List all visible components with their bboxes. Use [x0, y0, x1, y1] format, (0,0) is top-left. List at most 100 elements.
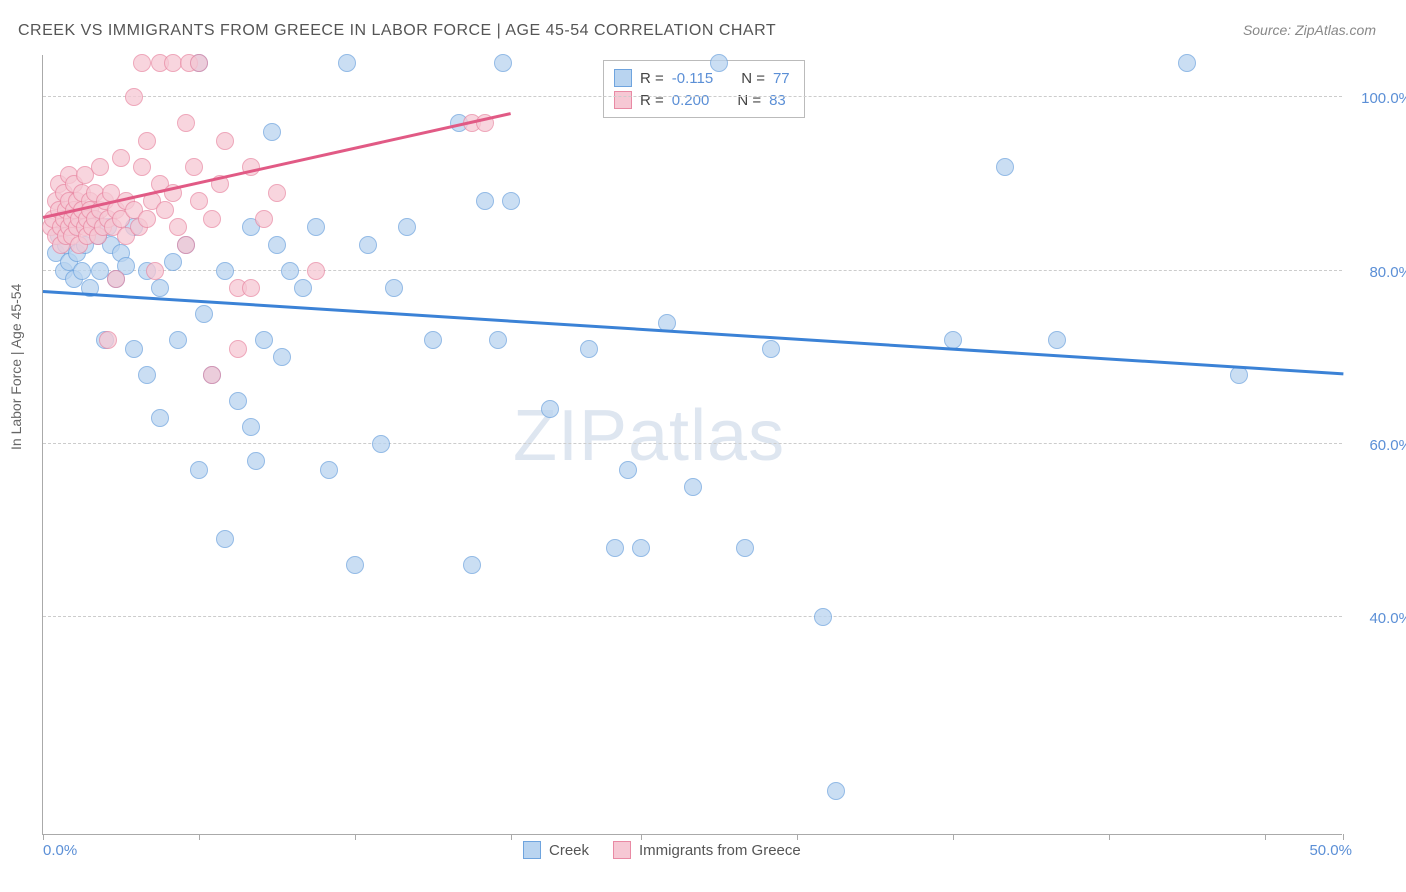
scatter-point — [133, 158, 151, 176]
scatter-point — [216, 530, 234, 548]
r-label: R = — [640, 70, 664, 87]
scatter-point — [125, 88, 143, 106]
scatter-point — [190, 192, 208, 210]
legend-item: Immigrants from Greece — [613, 841, 801, 859]
x-axis-min-label: 0.0% — [43, 842, 77, 859]
x-axis-max-label: 50.0% — [1309, 842, 1352, 859]
r-legend-row: R = 0.200 N = 83 — [614, 89, 790, 111]
legend-label: Creek — [549, 842, 589, 859]
scatter-point — [424, 331, 442, 349]
gridline-h — [43, 616, 1342, 617]
scatter-point — [247, 452, 265, 470]
scatter-point — [710, 54, 728, 72]
x-tick — [511, 834, 512, 840]
x-tick — [199, 834, 200, 840]
scatter-point — [169, 331, 187, 349]
source-label: Source: ZipAtlas.com — [1243, 22, 1376, 38]
legend-swatch — [614, 69, 632, 87]
scatter-point — [151, 409, 169, 427]
scatter-point — [91, 158, 109, 176]
scatter-point — [307, 218, 325, 236]
y-tick-label: 80.0% — [1352, 264, 1406, 281]
x-tick — [1109, 834, 1110, 840]
scatter-point — [606, 539, 624, 557]
scatter-point — [216, 132, 234, 150]
scatter-point — [338, 54, 356, 72]
scatter-point — [107, 270, 125, 288]
scatter-point — [996, 158, 1014, 176]
scatter-point — [190, 461, 208, 479]
scatter-point — [73, 262, 91, 280]
r-value: -0.115 — [672, 70, 713, 87]
scatter-point — [463, 556, 481, 574]
x-tick — [43, 834, 44, 840]
scatter-point — [541, 400, 559, 418]
scatter-point — [494, 54, 512, 72]
scatter-point — [125, 340, 143, 358]
scatter-point — [138, 132, 156, 150]
r-label: R = — [640, 92, 664, 109]
scatter-point — [281, 262, 299, 280]
r-value: 0.200 — [672, 92, 710, 109]
scatter-point — [268, 184, 286, 202]
scatter-point — [372, 435, 390, 453]
y-axis-label: In Labor Force | Age 45-54 — [8, 284, 24, 450]
scatter-point — [684, 478, 702, 496]
scatter-point — [814, 608, 832, 626]
legend-swatch — [614, 91, 632, 109]
scatter-point — [156, 201, 174, 219]
scatter-point — [502, 192, 520, 210]
scatter-point — [385, 279, 403, 297]
scatter-point — [216, 262, 234, 280]
n-value: 83 — [769, 92, 786, 109]
y-tick-label: 60.0% — [1352, 437, 1406, 454]
gridline-h — [43, 270, 1342, 271]
scatter-point — [762, 340, 780, 358]
chart-title: CREEK VS IMMIGRANTS FROM GREECE IN LABOR… — [18, 22, 776, 40]
correlation-legend: R = -0.115N = 77R = 0.200N = 83 — [603, 60, 805, 118]
scatter-point — [177, 114, 195, 132]
scatter-point — [632, 539, 650, 557]
scatter-point — [346, 556, 364, 574]
scatter-point — [203, 210, 221, 228]
x-tick — [797, 834, 798, 840]
scatter-point — [133, 54, 151, 72]
scatter-point — [164, 253, 182, 271]
legend-swatch — [523, 841, 541, 859]
scatter-point — [242, 279, 260, 297]
trend-line — [43, 290, 1343, 375]
scatter-point — [1178, 54, 1196, 72]
n-label: N = — [737, 92, 761, 109]
x-tick — [953, 834, 954, 840]
y-tick-label: 100.0% — [1352, 90, 1406, 107]
scatter-point — [203, 366, 221, 384]
scatter-point — [619, 461, 637, 479]
scatter-point — [146, 262, 164, 280]
scatter-point — [99, 331, 117, 349]
scatter-point — [242, 418, 260, 436]
legend-label: Immigrants from Greece — [639, 842, 801, 859]
scatter-point — [255, 210, 273, 228]
n-label: N = — [741, 70, 765, 87]
scatter-point — [476, 192, 494, 210]
scatter-point — [580, 340, 598, 358]
scatter-point — [398, 218, 416, 236]
legend-swatch — [613, 841, 631, 859]
y-tick-label: 40.0% — [1352, 610, 1406, 627]
series-legend: Creek Immigrants from Greece — [523, 841, 801, 859]
scatter-point — [294, 279, 312, 297]
x-tick — [1265, 834, 1266, 840]
scatter-point — [827, 782, 845, 800]
scatter-point — [307, 262, 325, 280]
scatter-point — [359, 236, 377, 254]
scatter-point — [190, 54, 208, 72]
scatter-point — [138, 210, 156, 228]
scatter-point — [195, 305, 213, 323]
legend-item: Creek — [523, 841, 589, 859]
scatter-point — [177, 236, 195, 254]
scatter-point — [268, 236, 286, 254]
scatter-point — [1048, 331, 1066, 349]
scatter-point — [169, 218, 187, 236]
scatter-point — [138, 366, 156, 384]
gridline-h — [43, 443, 1342, 444]
